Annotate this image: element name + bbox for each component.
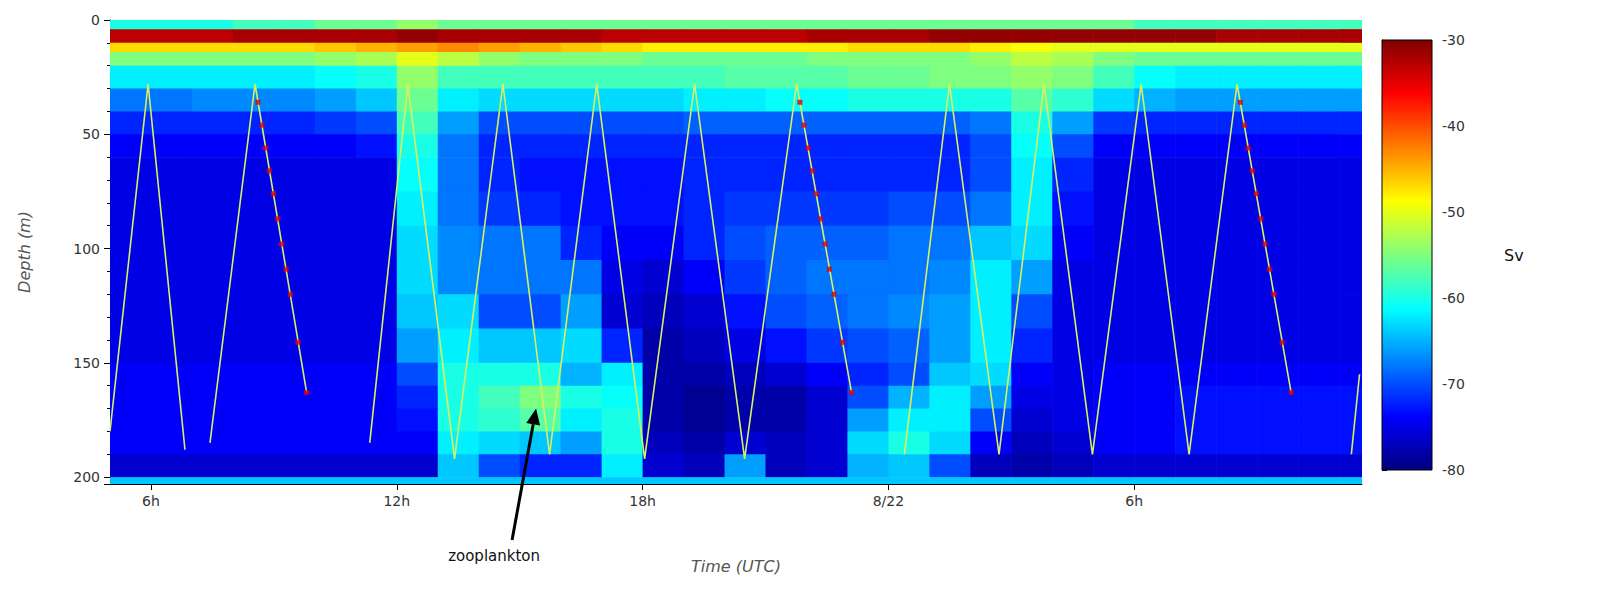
svg-text:150: 150	[73, 355, 100, 371]
svg-text:6h: 6h	[142, 493, 160, 509]
svg-text:Sv: Sv	[1504, 246, 1524, 265]
svg-text:0: 0	[91, 12, 100, 28]
svg-text:-80: -80	[1442, 462, 1465, 478]
svg-text:18h: 18h	[629, 493, 656, 509]
svg-text:-70: -70	[1442, 376, 1465, 392]
svg-text:100: 100	[73, 241, 100, 257]
svg-text:6h: 6h	[1125, 493, 1143, 509]
svg-text:200: 200	[73, 469, 100, 485]
svg-text:Time (UTC): Time (UTC)	[691, 557, 781, 576]
svg-text:-30: -30	[1442, 32, 1465, 48]
svg-text:50: 50	[82, 126, 100, 142]
svg-text:8/22: 8/22	[873, 493, 904, 509]
svg-text:-50: -50	[1442, 204, 1465, 220]
svg-text:-60: -60	[1442, 290, 1465, 306]
svg-text:-40: -40	[1442, 118, 1465, 134]
svg-text:Depth (m): Depth (m)	[15, 211, 34, 293]
svg-text:zooplankton: zooplankton	[448, 547, 540, 565]
svg-text:12h: 12h	[383, 493, 410, 509]
